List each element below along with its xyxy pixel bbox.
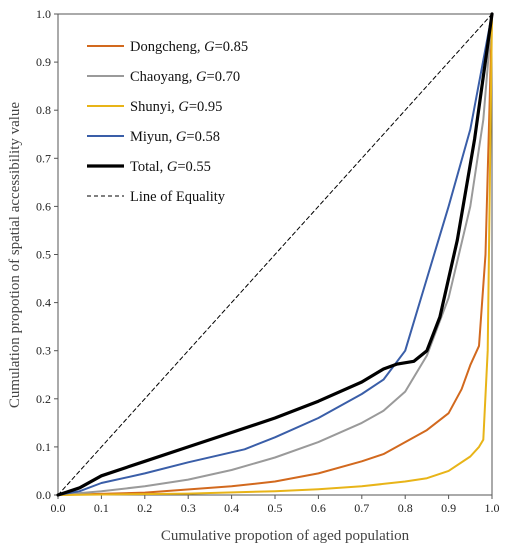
x-axis-title: Cumulative propotion of aged population — [161, 528, 410, 544]
legend-label: Line of Equality — [130, 189, 226, 205]
y-tick-label: 0.4 — [36, 296, 51, 310]
y-tick-label: 0.1 — [36, 440, 51, 454]
plot-area: 0.0 0.1 0.2 0.3 0.4 0.5 0.6 0.7 0.8 0.9 1.0 0.0 0.1 0… — [36, 7, 500, 515]
x-tick-label: 0.5 — [268, 501, 283, 515]
legend-label: Shunyi, G=0.95 — [130, 99, 222, 115]
x-tick-label: 0.6 — [311, 501, 326, 515]
y-tick-label: 0.3 — [36, 344, 51, 358]
legend: Dongcheng, G=0.85 Chaoyang, G=0.70 Shunyi,… — [87, 39, 248, 205]
y-tick-label: 0.7 — [36, 151, 51, 165]
legend-label: Dongcheng, G=0.85 — [130, 39, 248, 55]
y-tick-label: 0.6 — [36, 199, 51, 213]
y-tick-label: 0.2 — [36, 392, 51, 406]
y-tick-label: 0.5 — [36, 248, 51, 262]
y-tick-label: 0.0 — [36, 488, 51, 502]
series-line-total — [56, 12, 494, 497]
legend-label: Chaoyang, G=0.70 — [130, 69, 240, 85]
x-tick-label: 0.4 — [224, 501, 239, 515]
y-tick-label: 0.8 — [36, 103, 51, 117]
x-tick-label: 0.7 — [354, 501, 369, 515]
y-tick-label: 1.0 — [36, 7, 51, 21]
series-line-miyun — [57, 13, 493, 496]
x-tick-label: 1.0 — [485, 501, 500, 515]
x-tick-label: 0.9 — [441, 501, 456, 515]
legend-label: Total, G=0.55 — [130, 159, 211, 175]
series-line-shunyi — [57, 13, 493, 496]
y-axis-title: Cumulation propotion of spatial accessib… — [7, 102, 23, 409]
x-tick-label: 0.0 — [51, 501, 66, 515]
x-tick-label: 0.8 — [398, 501, 413, 515]
legend-label: Miyun, G=0.58 — [130, 129, 220, 145]
x-tick-label: 0.2 — [137, 501, 152, 515]
series-line-chaoyang — [57, 13, 493, 496]
series-line-line-of-equality — [57, 13, 493, 496]
series-line-dongcheng — [57, 13, 493, 496]
x-tick-label: 0.1 — [94, 501, 109, 515]
y-tick-label: 0.9 — [36, 55, 51, 69]
x-tick-label: 0.3 — [181, 501, 196, 515]
